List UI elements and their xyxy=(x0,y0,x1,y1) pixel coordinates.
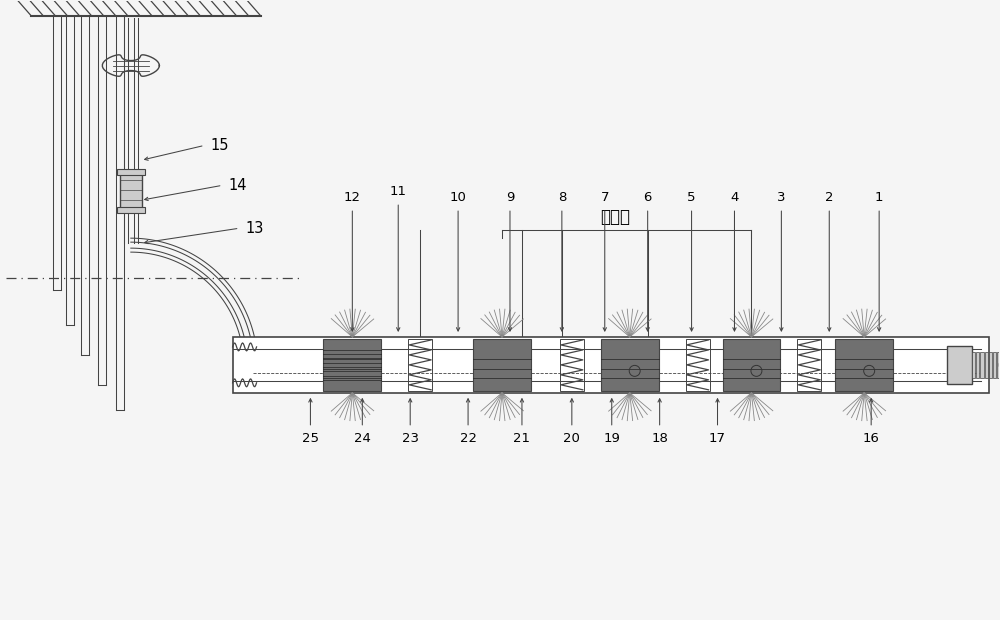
Bar xyxy=(117,207,145,213)
Text: 24: 24 xyxy=(354,432,371,445)
Bar xyxy=(997,352,1000,378)
Text: 19: 19 xyxy=(603,432,620,445)
Bar xyxy=(120,172,142,210)
Text: 2: 2 xyxy=(825,191,834,204)
Bar xyxy=(989,352,992,378)
Bar xyxy=(972,352,975,378)
Bar xyxy=(993,352,996,378)
Bar xyxy=(980,352,984,378)
Text: 射孔段: 射孔段 xyxy=(600,208,630,226)
Bar xyxy=(408,339,432,391)
Text: 4: 4 xyxy=(730,191,739,204)
Text: 14: 14 xyxy=(229,178,247,193)
Text: 3: 3 xyxy=(777,191,786,204)
Text: 8: 8 xyxy=(558,191,566,204)
Text: 16: 16 xyxy=(863,432,880,445)
Text: 25: 25 xyxy=(302,432,319,445)
Text: 7: 7 xyxy=(601,191,609,204)
Bar xyxy=(323,339,381,391)
Bar xyxy=(686,339,710,391)
Bar xyxy=(601,339,659,391)
Bar xyxy=(117,169,145,175)
Bar xyxy=(976,352,979,378)
Text: 15: 15 xyxy=(211,138,229,153)
Bar xyxy=(835,339,893,391)
Text: 20: 20 xyxy=(563,432,580,445)
Bar xyxy=(723,339,780,391)
Bar xyxy=(473,339,531,391)
Text: 11: 11 xyxy=(390,185,407,198)
Text: 1: 1 xyxy=(875,191,883,204)
Text: 12: 12 xyxy=(344,191,361,204)
Text: 18: 18 xyxy=(651,432,668,445)
Text: 13: 13 xyxy=(246,221,264,236)
Bar xyxy=(233,337,989,393)
Bar xyxy=(797,339,821,391)
Text: 22: 22 xyxy=(460,432,477,445)
Bar xyxy=(985,352,988,378)
Text: 10: 10 xyxy=(450,191,467,204)
Text: 9: 9 xyxy=(506,191,514,204)
Text: 17: 17 xyxy=(709,432,726,445)
Bar xyxy=(560,339,584,391)
Text: 5: 5 xyxy=(687,191,696,204)
Bar xyxy=(947,346,972,384)
Text: 6: 6 xyxy=(643,191,652,204)
Text: 21: 21 xyxy=(513,432,530,445)
Text: 23: 23 xyxy=(402,432,419,445)
